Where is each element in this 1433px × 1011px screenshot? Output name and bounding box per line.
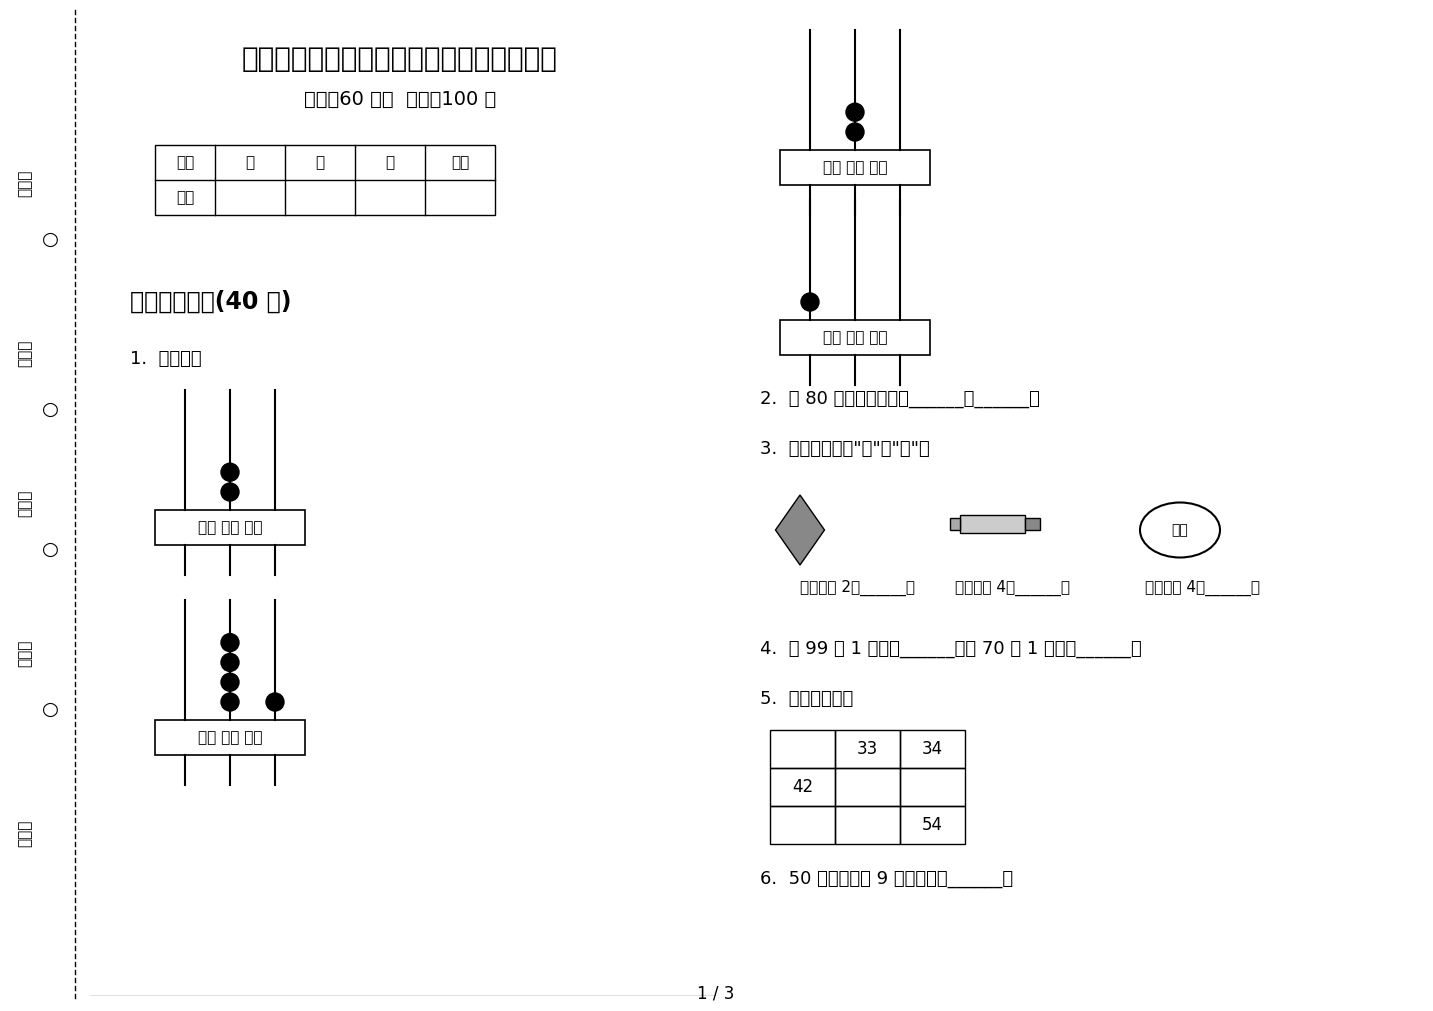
Text: 百位 十位 个位: 百位 十位 个位 <box>198 520 262 535</box>
Text: 一支铅笔 4（______）: 一支铅笔 4（______） <box>954 580 1070 596</box>
Bar <box>960 515 1025 533</box>
Text: ○: ○ <box>42 700 59 719</box>
Polygon shape <box>775 495 824 565</box>
Bar <box>780 150 930 185</box>
Text: ○: ○ <box>42 540 59 559</box>
Circle shape <box>221 463 239 481</box>
Circle shape <box>221 693 239 711</box>
Text: 百位 十位 个位: 百位 十位 个位 <box>823 330 887 345</box>
Bar <box>900 768 964 806</box>
Text: 33: 33 <box>857 740 878 758</box>
Text: 题号: 题号 <box>176 155 193 170</box>
Bar <box>835 730 900 768</box>
Text: 一、基础练习(40 分): 一、基础练习(40 分) <box>130 290 291 314</box>
Text: 1 / 3: 1 / 3 <box>698 985 735 1003</box>
Text: 百位 十位 个位: 百位 十位 个位 <box>198 730 262 745</box>
Text: 1.  看图写数: 1. 看图写数 <box>130 350 202 368</box>
Bar <box>155 510 305 545</box>
Ellipse shape <box>1141 502 1219 557</box>
Text: 42: 42 <box>792 778 813 796</box>
Text: 学校：: 学校： <box>17 820 33 847</box>
Text: 部编人教版一年级积累下学期数学期末试卷: 部编人教版一年级积累下学期数学期末试卷 <box>242 45 557 73</box>
Circle shape <box>845 103 864 121</box>
Text: 姓名：: 姓名： <box>17 490 33 518</box>
Text: 34: 34 <box>921 740 943 758</box>
Text: 三: 三 <box>385 155 394 170</box>
Bar <box>770 806 835 844</box>
Text: 二: 二 <box>315 155 324 170</box>
Bar <box>950 518 960 530</box>
Text: 考号：: 考号： <box>17 170 33 197</box>
Text: 班级：: 班级： <box>17 640 33 667</box>
Text: 3.  在括号里填上"元"或"角"。: 3. 在括号里填上"元"或"角"。 <box>759 440 930 458</box>
Circle shape <box>221 673 239 692</box>
Text: 香皂: 香皂 <box>1172 523 1188 537</box>
Text: 时间：60 分钟  满分：100 分: 时间：60 分钟 满分：100 分 <box>304 90 496 109</box>
Bar <box>770 730 835 768</box>
Text: ○: ○ <box>42 400 59 419</box>
Circle shape <box>221 483 239 501</box>
Bar <box>155 720 305 755</box>
Bar <box>155 145 494 215</box>
Text: 一块香皂 4（______）: 一块香皂 4（______） <box>1145 580 1260 596</box>
Text: 总分: 总分 <box>451 155 469 170</box>
Bar <box>900 730 964 768</box>
Text: 4.  比 99 大 1 的数是______，比 70 小 1 的数是______。: 4. 比 99 大 1 的数是______，比 70 小 1 的数是______… <box>759 640 1142 658</box>
Text: 考场：: 考场： <box>17 340 33 367</box>
Text: ○: ○ <box>42 229 59 249</box>
Circle shape <box>221 653 239 671</box>
Text: 得分: 得分 <box>176 190 193 205</box>
Circle shape <box>267 693 284 711</box>
Text: 一块手帕 2（______）: 一块手帕 2（______） <box>800 580 916 596</box>
Text: 54: 54 <box>921 816 943 834</box>
Bar <box>835 768 900 806</box>
Text: 2.  和 80 相邻的两个数是______和______。: 2. 和 80 相邻的两个数是______和______。 <box>759 390 1040 408</box>
Bar <box>835 806 900 844</box>
Text: 6.  50 以内个位是 9 的两位数有______。: 6. 50 以内个位是 9 的两位数有______。 <box>759 870 1013 888</box>
Circle shape <box>221 634 239 652</box>
Text: 百位 十位 个位: 百位 十位 个位 <box>823 160 887 175</box>
Bar <box>770 768 835 806</box>
Text: 5.  找规律填数。: 5. 找规律填数。 <box>759 690 853 708</box>
Bar <box>900 806 964 844</box>
Circle shape <box>801 293 820 311</box>
Bar <box>1025 518 1040 530</box>
Bar <box>780 320 930 355</box>
Circle shape <box>845 123 864 141</box>
Text: 一: 一 <box>245 155 255 170</box>
